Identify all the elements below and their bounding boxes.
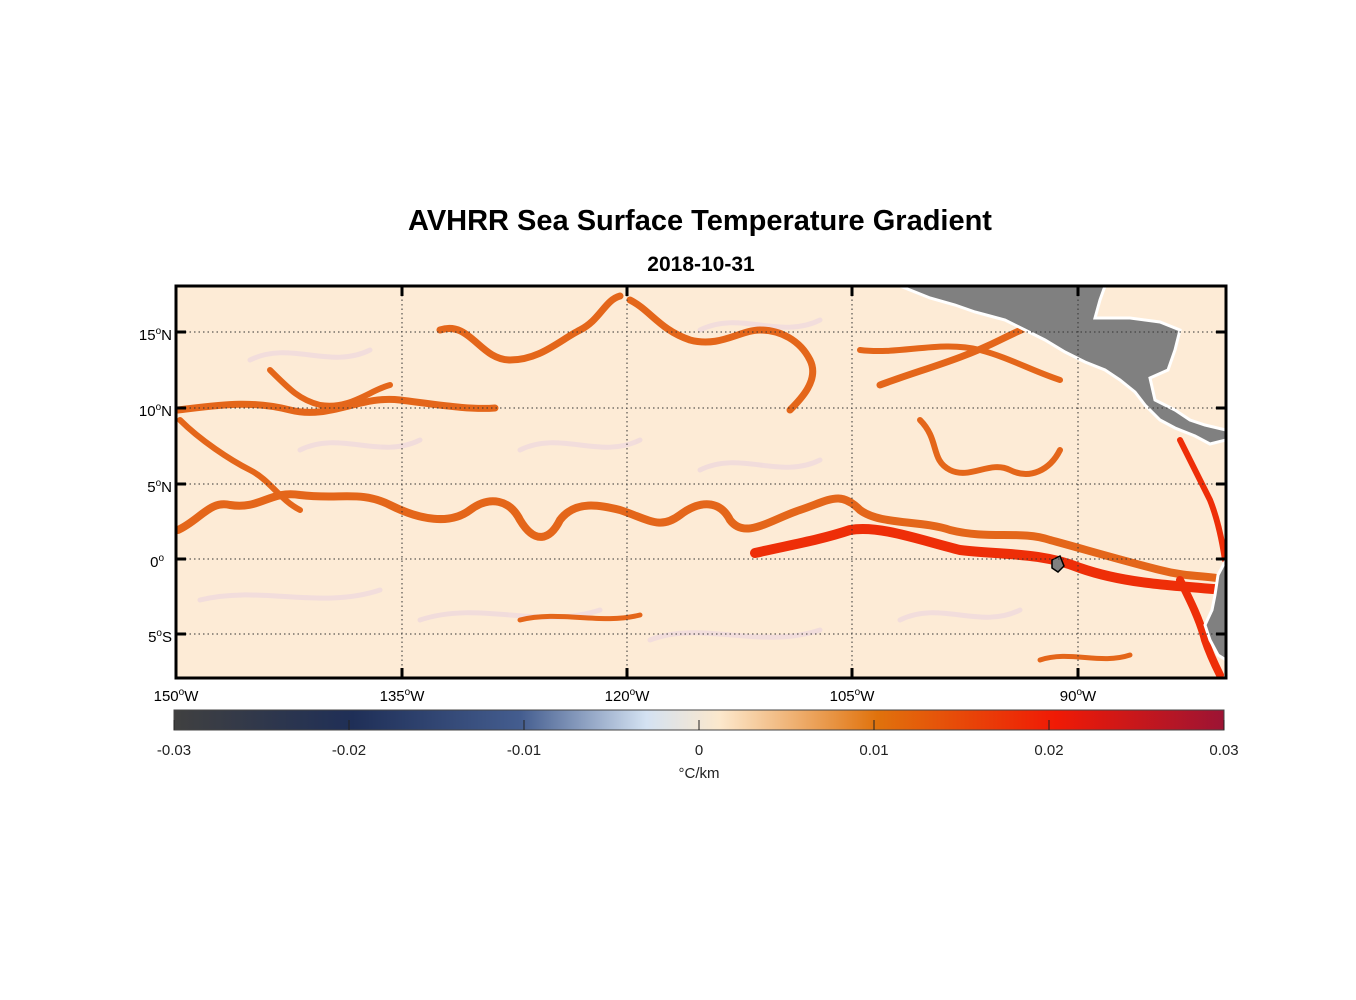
front-east-coast [1177,437,1226,563]
lat-label-5s: 5oS [148,628,172,646]
front-west-1 [177,417,303,513]
colorbar-tick-labels: -0.03 -0.02 -0.01 0 0.01 0.02 0.03 [157,742,1239,759]
lon-label-120w: 120oW [605,687,651,705]
lat-label-15n: 15oN [139,326,172,344]
lon-label-90w: 90oW [1060,687,1097,705]
front-8n [176,395,499,416]
colorbar-ticks [173,720,1225,730]
colorbar-tick-label: 0.03 [1209,742,1238,759]
equatorial-front-main [176,490,1226,584]
ocean-field [176,286,1226,678]
land-central-america [899,286,1226,446]
sst-gradient-fronts [176,292,1226,678]
longitude-labels: 150oW 135oW 120oW 105oW 90oW [154,687,1097,705]
front-south-2 [1037,652,1133,663]
front-south-1 [517,612,643,623]
colorbar-tick-label: 0 [695,742,703,759]
front-southeast [1176,576,1224,678]
colorbar-tick-label: 0.01 [859,742,888,759]
colorbar-tick-label: -0.02 [332,742,366,759]
map-frame [174,284,1228,680]
chart-title: AVHRR Sea Surface Temperature Gradient [408,205,992,237]
lon-label-135w: 135oW [380,687,426,705]
front-west-2 [267,367,393,409]
colorbar: -0.03 -0.02 -0.01 0 0.01 0.02 0.03 °C/km [157,709,1239,782]
colorbar-tick-label: -0.03 [157,742,191,759]
lat-label-10n: 10oN [139,402,172,420]
lon-label-105w: 105oW [830,687,876,705]
front-north-4 [857,343,1063,383]
front-north-2 [626,296,817,414]
front-north-1 [436,292,624,364]
colorbar-unit-label: °C/km [679,765,720,782]
lat-label-0: 0o [150,553,164,571]
lon-label-150w: 150oW [154,687,200,705]
colorbar-tick-label: -0.01 [507,742,541,759]
lat-label-5n: 5oN [147,478,172,496]
latitude-labels: 15oN 10oN 5oN 0o 5oS [139,326,172,646]
map-tick-marks [176,286,1226,678]
map-area [176,286,1226,678]
chart-subtitle: 2018-10-31 [647,253,755,276]
front-mid-east [917,417,1063,477]
equatorial-front-strong [750,524,1226,595]
colorbar-tick-label: 0.02 [1034,742,1063,759]
land-galapagos [1051,554,1065,573]
